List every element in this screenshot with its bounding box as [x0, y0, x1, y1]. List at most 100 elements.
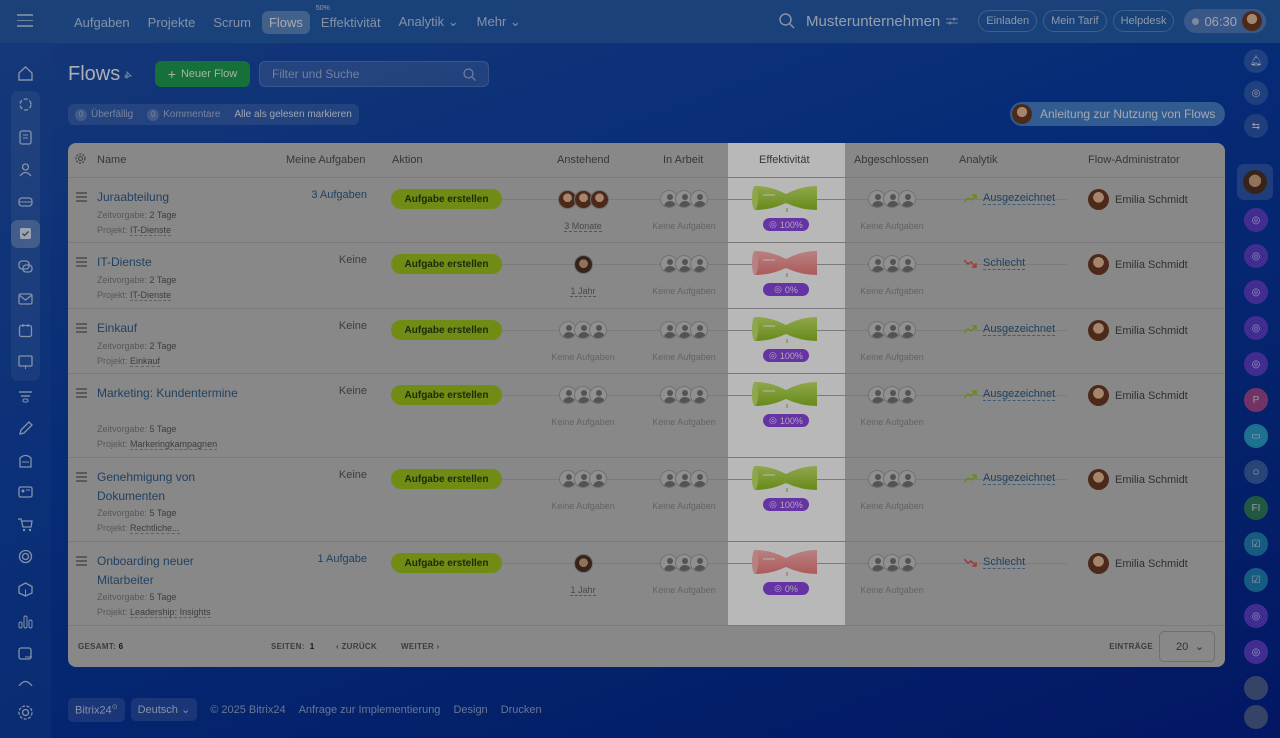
my-tasks-value[interactable]: 3 Aufgaben [311, 189, 367, 201]
pending-value[interactable]: 3 Monate [564, 221, 602, 232]
overdue-counter[interactable]: 0 Überfällig [75, 108, 133, 121]
pending-value[interactable]: 1 Jahr [570, 286, 596, 297]
user-avatar[interactable] [1242, 11, 1262, 31]
nav-flows[interactable]: Flows [261, 10, 310, 34]
footer-link-design[interactable]: Design [453, 703, 488, 716]
flow-name-link[interactable]: IT-Dienste [97, 255, 152, 269]
board-icon[interactable] [17, 354, 34, 371]
search-icon[interactable] [463, 67, 476, 81]
nav-projekte[interactable]: Projekte [147, 14, 196, 30]
project-link[interactable]: Markeringkampagnen [130, 439, 218, 450]
search-icon[interactable] [778, 12, 796, 30]
schedule-icon[interactable] [17, 645, 34, 662]
flow-admin[interactable]: Emilia Schmidt [1088, 553, 1188, 574]
comments-counter[interactable]: 0 Kommentare [147, 108, 221, 121]
nav-aufgaben[interactable]: Aufgaben [74, 14, 130, 30]
tariff-button[interactable]: Mein Tarif [1043, 10, 1107, 32]
cart-icon[interactable] [17, 516, 34, 533]
col-name[interactable]: Name [97, 154, 127, 166]
analytics-link[interactable]: Ausgezeichnet [983, 388, 1056, 401]
nav-analytik[interactable]: Analytik ⌄ [398, 14, 459, 29]
prev-page-button[interactable]: ‹ ZURÜCK [336, 642, 378, 651]
analytics-link[interactable]: Schlecht [983, 257, 1026, 270]
analytics-icon[interactable] [17, 613, 34, 630]
flow-chat-icon-5[interactable]: ◎ [1244, 352, 1268, 376]
more-apps-icon[interactable] [17, 677, 34, 686]
pin-icon[interactable] [123, 70, 133, 80]
home-icon[interactable] [17, 65, 34, 82]
drag-handle-icon[interactable] [76, 257, 87, 269]
create-task-button[interactable]: Aufgabe erstellen [391, 553, 502, 573]
my-tasks-value[interactable]: 1 Aufgabe [317, 553, 367, 565]
work-clock[interactable]: 06:30 [1184, 9, 1266, 33]
flows-guide-button[interactable]: Anleitung zur Nutzung von Flows [1010, 102, 1225, 126]
sync-chat-icon[interactable]: ⇆ [1244, 114, 1268, 138]
settings-icon[interactable] [17, 704, 34, 721]
entries-select[interactable]: 20 ⌄ [1159, 631, 1215, 662]
tasks-icon[interactable] [17, 225, 34, 242]
nav-scrum[interactable]: Scrum [213, 14, 251, 30]
contact-card-icon[interactable] [17, 484, 34, 501]
create-task-button[interactable]: Aufgabe erstellen [391, 320, 502, 340]
chat-p[interactable]: P [1244, 388, 1268, 412]
efficiency-badge[interactable]: ◎ 0% [763, 582, 809, 595]
group-chat-avatar[interactable]: ☺ [1244, 460, 1268, 484]
flow-chat-icon-3[interactable]: ◎ [1244, 280, 1268, 304]
task-chat-icon-2[interactable]: ☑ [1244, 568, 1268, 592]
next-page-button[interactable]: WEITER › [401, 642, 440, 651]
project-link[interactable]: Einkauf [130, 356, 161, 367]
flow-name-link[interactable]: Onboarding neuer Mitarbeiter [97, 554, 194, 587]
footer-link-implementation[interactable]: Anfrage zur Implementierung [298, 703, 441, 716]
flow-chat-icon-7[interactable]: ◎ [1244, 640, 1268, 664]
open-lines-icon[interactable]: ▭ [1244, 424, 1268, 448]
assignee-avatar[interactable] [589, 190, 609, 209]
flow-chat-icon-2[interactable]: ◎ [1244, 244, 1268, 268]
group-avatar-1[interactable] [1244, 676, 1268, 700]
flow-name-link[interactable]: Einkauf [97, 321, 138, 335]
create-task-button[interactable]: Aufgabe erstellen [391, 189, 502, 209]
contacts-icon[interactable] [17, 161, 34, 178]
mail-icon[interactable] [17, 290, 34, 307]
flow-chat-icon-6[interactable]: ◎ [1244, 604, 1268, 628]
target-icon[interactable] [17, 548, 34, 565]
flow-name-link[interactable]: Juraabteilung [97, 190, 170, 204]
analytics-link[interactable]: Ausgezeichnet [983, 472, 1056, 485]
drag-handle-icon[interactable] [76, 192, 87, 204]
efficiency-badge[interactable]: ◎ 0% [763, 283, 809, 296]
flow-name-link[interactable]: Genehmigung von Dokumenten [97, 470, 196, 503]
mark-all-read-button[interactable]: Alle als gelesen markieren [234, 109, 352, 120]
bitrix24-button[interactable]: Bitrix24⊙ [68, 698, 125, 722]
nav-effektivitaet[interactable]: 50% Effektivität [314, 5, 388, 34]
drive-icon[interactable] [17, 193, 34, 210]
company-name[interactable]: Musterunternehmen [806, 12, 941, 30]
project-link[interactable]: IT-Dienste [130, 225, 172, 236]
flows-icon[interactable] [17, 96, 34, 113]
drag-handle-icon[interactable] [76, 556, 87, 568]
search-input[interactable]: Filter und Suche [259, 61, 489, 87]
group-avatar-2[interactable] [1244, 705, 1268, 729]
task-chat-icon-1[interactable]: ☑ [1244, 532, 1268, 556]
drag-handle-icon[interactable] [76, 388, 87, 400]
flow-admin[interactable]: Emilia Schmidt [1088, 385, 1188, 406]
analytics-link[interactable]: Schlecht [983, 556, 1026, 569]
efficiency-badge[interactable]: ◎ 100% [763, 218, 809, 231]
pending-value[interactable]: 1 Jahr [570, 585, 596, 596]
project-link[interactable]: Rechtliche... [130, 523, 180, 534]
flow-chat-icon-1[interactable]: ◎ [1244, 208, 1268, 232]
store-icon[interactable] [17, 452, 34, 469]
flow-admin[interactable]: Emilia Schmidt [1088, 469, 1188, 490]
package-icon[interactable] [17, 581, 34, 598]
flow-chat-icon-4[interactable]: ◎ [1244, 316, 1268, 340]
project-link[interactable]: IT-Dienste [130, 290, 172, 301]
assignee-avatar[interactable] [573, 554, 593, 573]
sign-icon[interactable] [17, 420, 34, 437]
invite-button[interactable]: Einladen [978, 10, 1038, 32]
create-task-button[interactable]: Aufgabe erstellen [391, 469, 502, 489]
table-settings-gear-icon[interactable] [75, 153, 86, 167]
assignee-avatar[interactable] [573, 255, 593, 274]
efficiency-badge[interactable]: ◎ 100% [763, 414, 809, 427]
settings-sliders-icon[interactable] [946, 16, 959, 26]
drag-handle-icon[interactable] [76, 472, 87, 484]
analytics-link[interactable]: Ausgezeichnet [983, 192, 1056, 205]
flow-admin[interactable]: Emilia Schmidt [1088, 320, 1188, 341]
